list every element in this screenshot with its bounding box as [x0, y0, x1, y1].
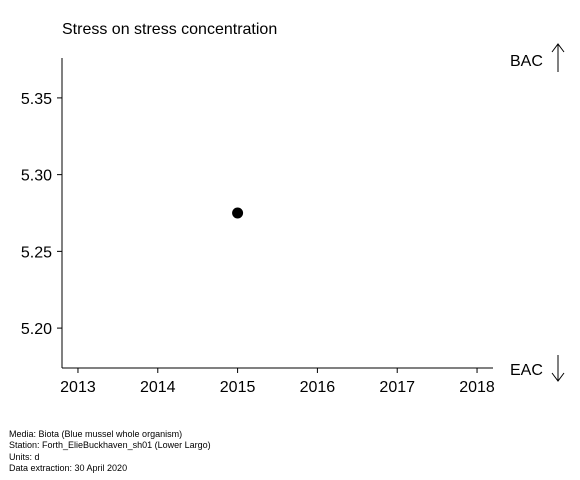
arrow-down-icon [551, 355, 565, 382]
y-tick-label: 5.20 [21, 321, 52, 338]
y-tick-label: 5.25 [21, 244, 52, 261]
x-tick-label: 2015 [220, 379, 256, 396]
x-tick-label: 2017 [379, 379, 415, 396]
x-tick-label: 2014 [140, 379, 176, 396]
arrow-up-icon [551, 43, 565, 72]
data-point [232, 207, 244, 219]
chart-title: Stress on stress concentration [62, 21, 277, 38]
x-tick-label: 2013 [60, 379, 96, 396]
y-tick-label: 5.30 [21, 168, 52, 185]
x-ticks: 2013 2014 2015 2016 2017 2018 [60, 368, 495, 396]
y-tick-label: 5.35 [21, 91, 52, 108]
y-ticks: 5.20 5.25 5.30 5.35 [21, 91, 62, 338]
footer-units: Units: d [9, 451, 40, 462]
footer-extraction: Data extraction: 30 April 2020 [9, 462, 128, 473]
footer-notes: Media: Biota (Blue mussel whole organism… [9, 429, 211, 474]
footer-media: Media: Biota (Blue mussel whole organism… [9, 429, 183, 439]
data-points [232, 207, 244, 219]
bac-label: BAC [510, 53, 543, 70]
x-tick-label: 2018 [459, 379, 495, 396]
footer-station: Station: Forth_ElieBuckhaven_sh01 (Lower… [9, 440, 211, 451]
eac-label: EAC [510, 362, 543, 379]
x-tick-label: 2016 [300, 379, 336, 396]
